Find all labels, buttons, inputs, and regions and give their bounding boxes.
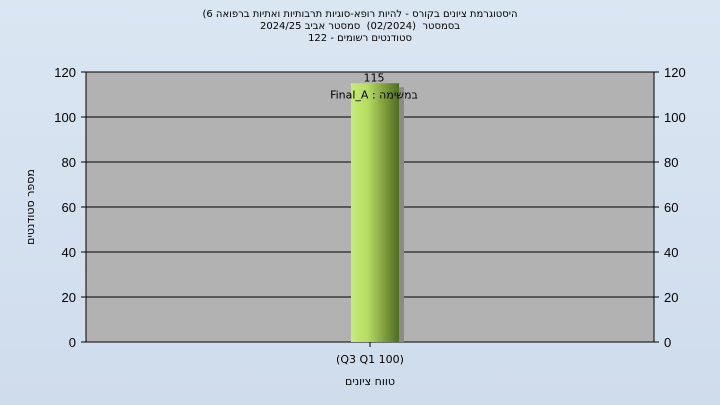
y-tick-label-left: 40	[62, 245, 76, 260]
chart-title-line-3: סטודנטים רשומים - 122	[308, 33, 412, 44]
y-tick-label-left: 20	[62, 290, 76, 305]
y-tick-label-right: 40	[664, 245, 678, 260]
y-tick-label-right: 100	[664, 110, 686, 125]
bar-series-label: במשימה : Final_A	[330, 88, 418, 101]
y-tick-label-right: 80	[664, 155, 678, 170]
y-tick-label-left: 60	[62, 200, 76, 215]
y-tick-label-right: 0	[664, 335, 671, 350]
x-axis-title: טווח ציונים	[345, 375, 395, 388]
chart-title-line-1: (היסטוגרמת ציונים בקורס - להיות רופא-סוג…	[202, 9, 518, 20]
bar	[351, 83, 399, 342]
x-tick-label: (Q3 Q1 100)	[336, 353, 404, 366]
y-tick-label-right: 120	[664, 65, 686, 80]
y-tick-label-right: 60	[664, 200, 678, 215]
y-axis-title: מספר סטודנטים	[24, 169, 37, 245]
y-tick-label-left: 120	[54, 65, 76, 80]
y-tick-label-left: 80	[62, 155, 76, 170]
y-tick-label-left: 0	[69, 335, 76, 350]
y-tick-label-left: 100	[54, 110, 76, 125]
bar-data-label: 115	[364, 71, 385, 84]
y-tick-label-right: 20	[664, 290, 678, 305]
chart-title: (היסטוגרמת ציונים בקורס - להיות רופא-סוג…	[0, 9, 720, 45]
chart-title-line-2: בסמסטר (02/2024) סמסטר אביב 2024/25	[259, 21, 461, 32]
